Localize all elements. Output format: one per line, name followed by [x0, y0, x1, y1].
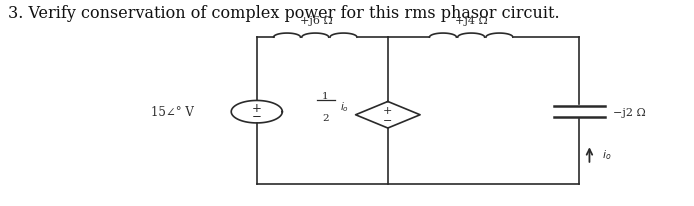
Text: $i_o$: $i_o$	[340, 100, 349, 114]
Text: 15∠° V: 15∠° V	[151, 106, 194, 119]
Text: −: −	[252, 110, 262, 123]
Text: +j6 Ω: +j6 Ω	[300, 16, 332, 26]
Text: +: +	[252, 101, 262, 114]
Text: +j4 Ω: +j4 Ω	[455, 16, 488, 26]
Text: 2: 2	[322, 113, 329, 122]
Text: −: −	[383, 115, 393, 125]
Text: $i_o$: $i_o$	[602, 148, 611, 162]
Text: 3. Verify conservation of complex power for this rms phasor circuit.: 3. Verify conservation of complex power …	[8, 5, 560, 22]
Text: +: +	[383, 105, 393, 115]
Text: 1: 1	[322, 91, 329, 100]
Text: −j2 Ω: −j2 Ω	[613, 107, 645, 117]
